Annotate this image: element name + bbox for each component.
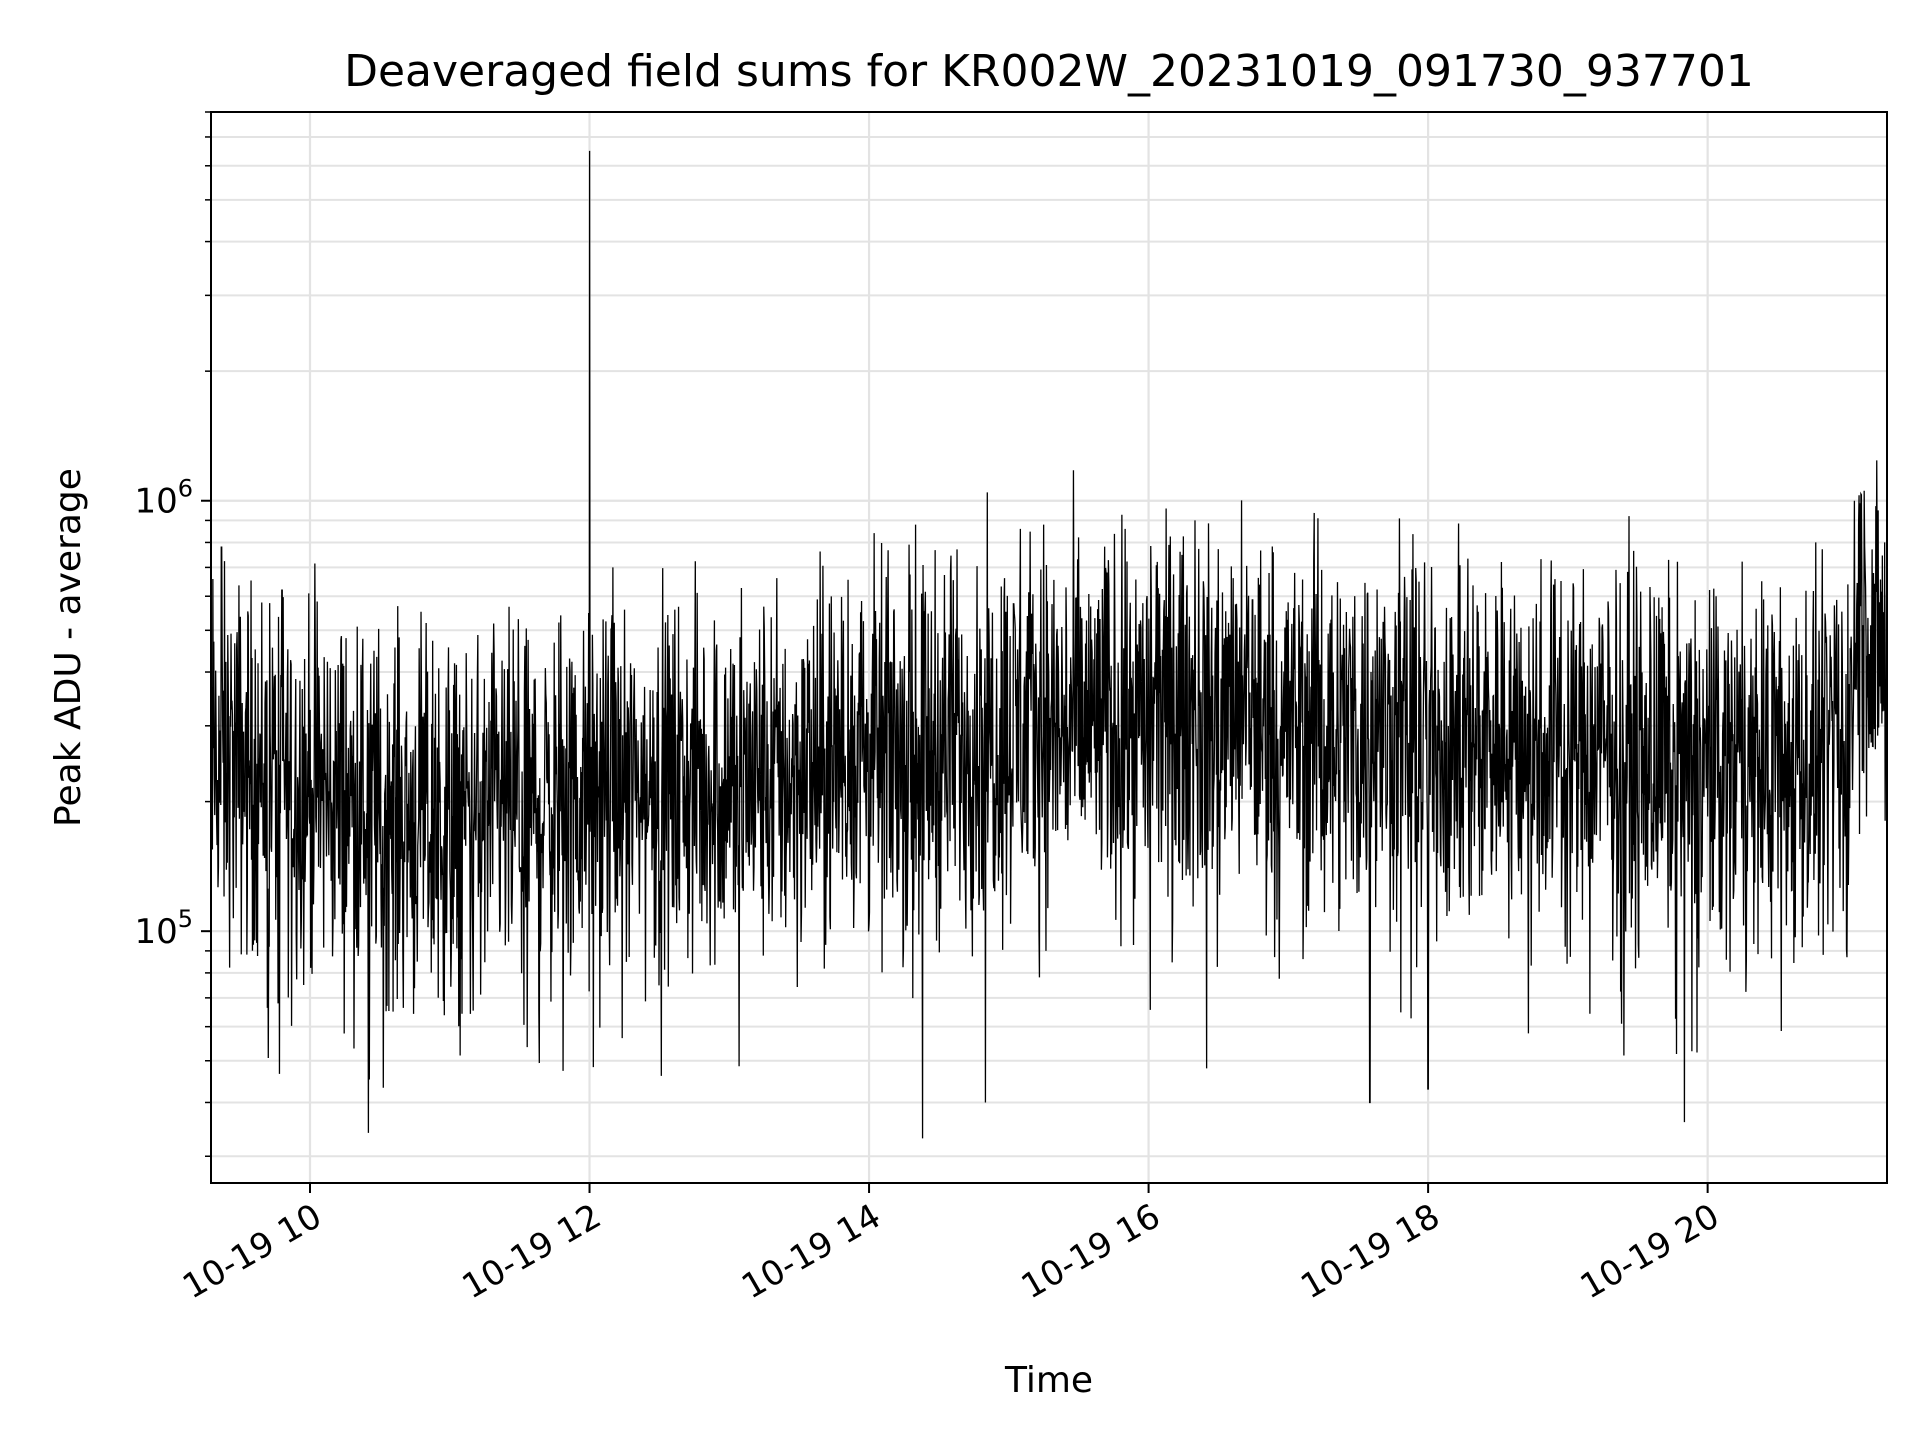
chart-title: Deaveraged field sums for KR002W_2023101… [344, 46, 1754, 97]
y-tick-label: 105 [134, 905, 193, 952]
y-tick-label: 106 [134, 475, 193, 522]
x-axis-label: Time [1004, 1360, 1093, 1401]
y-axis-label: Peak ADU - average [48, 468, 89, 827]
plot-frame [210, 111, 1888, 1184]
series-line [210, 150, 1888, 1139]
series-layer [210, 150, 1888, 1139]
